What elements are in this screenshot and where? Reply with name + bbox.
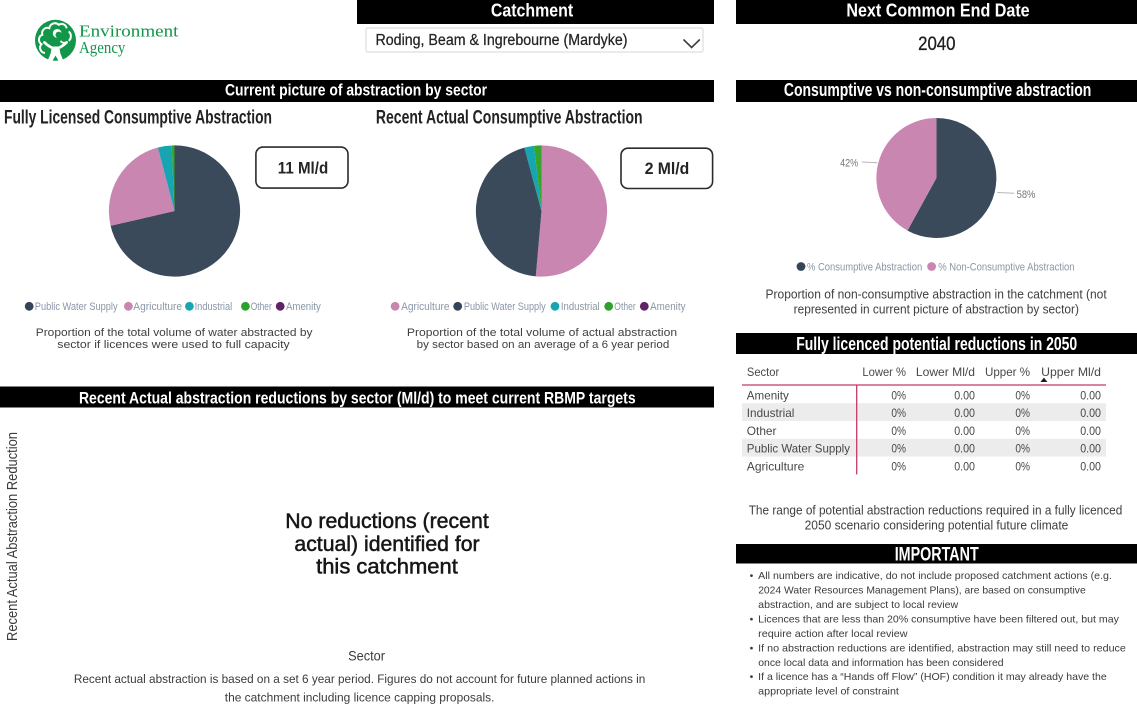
svg-text:Proportion of the total volume: Proportion of the total volume of actual…	[407, 327, 677, 339]
svg-text:11 Ml/d: 11 Ml/d	[278, 160, 328, 178]
svg-text:2050 scenario considering pote: 2050 scenario considering potential futu…	[805, 518, 1069, 532]
svg-text:% Non-Consumptive Abstraction: % Non-Consumptive Abstraction	[938, 261, 1074, 273]
svg-text:Other: Other	[251, 301, 272, 313]
svg-text:Environment: Environment	[79, 22, 179, 41]
svg-text:Recent Actual abstraction redu: Recent Actual abstraction reductions by …	[79, 388, 636, 407]
svg-text:Upper Ml/d: Upper Ml/d	[1041, 365, 1101, 379]
svg-text:58%: 58%	[1017, 189, 1036, 201]
svg-text:Public Water Supply: Public Water Supply	[464, 301, 546, 313]
svg-text:2 Ml/d: 2 Ml/d	[645, 160, 690, 178]
svg-text:0.00: 0.00	[1080, 460, 1101, 474]
svg-text:0%: 0%	[1015, 406, 1030, 420]
svg-text:0.00: 0.00	[954, 424, 975, 438]
svg-text:abstraction, and are subject t: abstraction, and are subject to local re…	[758, 599, 958, 611]
svg-text:Upper %: Upper %	[985, 365, 1030, 379]
svg-text:Recent actual abstraction is b: Recent actual abstraction is based on a …	[74, 672, 646, 686]
svg-text:0%: 0%	[1015, 424, 1030, 438]
svg-text:Fully Licensed Consumptive Abs: Fully Licensed Consumptive Abstraction	[4, 107, 272, 128]
svg-text:Licences that are less than 20: Licences that are less than 20% consumpt…	[758, 614, 1119, 626]
svg-text:Recent Actual Consumptive Abst: Recent Actual Consumptive Abstraction	[376, 107, 643, 128]
svg-text:0%: 0%	[1015, 460, 1030, 474]
svg-text:Agency: Agency	[79, 38, 126, 57]
svg-text:Roding, Beam & Ingrebourne (Ma: Roding, Beam & Ingrebourne (Mardyke)	[376, 32, 628, 49]
svg-text:Other: Other	[614, 301, 636, 313]
svg-text:require action after local rev: require action after local review	[758, 628, 908, 640]
svg-text:Industrial: Industrial	[195, 301, 233, 313]
svg-text:0%: 0%	[891, 388, 906, 402]
svg-text:0.00: 0.00	[954, 442, 975, 456]
svg-text:this catchment: this catchment	[316, 556, 458, 579]
svg-text:Public Water Supply: Public Water Supply	[747, 442, 850, 456]
svg-text:Consumptive vs non-consumptive: Consumptive vs non-consumptive abstracti…	[784, 80, 1091, 100]
svg-text:% Consumptive Abstraction: % Consumptive Abstraction	[807, 261, 922, 273]
svg-text:0.00: 0.00	[1080, 442, 1101, 456]
svg-text:If no abstraction reductions a: If no abstraction reductions are identif…	[758, 642, 1126, 654]
svg-text:Amenity: Amenity	[747, 388, 789, 402]
svg-text:by sector based on an average: by sector based on an average of a 6 yea…	[417, 339, 670, 351]
svg-text:No reductions (recent: No reductions (recent	[285, 510, 489, 533]
svg-text:once local data and informatio: once local data and information has been…	[758, 657, 1004, 669]
svg-text:Next Common End Date: Next Common End Date	[846, 1, 1029, 21]
svg-text:Public Water Supply: Public Water Supply	[35, 301, 118, 313]
svg-text:0.00: 0.00	[1080, 406, 1101, 420]
svg-text:•: •	[750, 642, 754, 654]
svg-text:•: •	[750, 671, 754, 683]
svg-text:The range of potential abstrac: The range of potential abstraction reduc…	[749, 503, 1123, 517]
svg-text:Other: Other	[747, 424, 777, 438]
svg-text:•: •	[750, 614, 754, 626]
svg-text:If a licence has a “Hands off: If a licence has a “Hands off Flow” (HOF…	[758, 671, 1107, 683]
svg-text:Agriculture: Agriculture	[747, 460, 805, 474]
svg-text:IMPORTANT: IMPORTANT	[895, 544, 979, 565]
svg-text:Current picture of abstraction: Current picture of abstraction by sector	[225, 81, 487, 100]
svg-text:Amenity: Amenity	[286, 301, 321, 313]
svg-text:0%: 0%	[1015, 388, 1030, 402]
svg-text:42%: 42%	[840, 157, 858, 169]
svg-text:Agriculture: Agriculture	[133, 301, 182, 313]
svg-text:•: •	[750, 570, 754, 582]
svg-text:All numbers are indicative, do: All numbers are indicative, do not inclu…	[758, 570, 1112, 582]
svg-text:Sector: Sector	[747, 365, 779, 379]
svg-text:0%: 0%	[891, 424, 906, 438]
svg-text:0%: 0%	[891, 442, 906, 456]
svg-text:0%: 0%	[1015, 442, 1030, 456]
svg-text:2040: 2040	[918, 34, 955, 55]
svg-text:Lower Ml/d: Lower Ml/d	[916, 365, 975, 379]
svg-text:0.00: 0.00	[1080, 388, 1101, 402]
svg-text:0.00: 0.00	[954, 406, 975, 420]
svg-text:Sector: Sector	[348, 647, 385, 663]
svg-text:0.00: 0.00	[954, 388, 975, 402]
svg-text:appropriate level of constrain: appropriate level of constraint	[758, 686, 899, 698]
svg-text:Industrial: Industrial	[561, 301, 600, 313]
svg-text:Agriculture: Agriculture	[401, 301, 449, 313]
svg-text:Industrial: Industrial	[747, 406, 795, 420]
svg-text:0.00: 0.00	[1080, 424, 1101, 438]
svg-text:Proportion of non-consumptive: Proportion of non-consumptive abstractio…	[766, 288, 1108, 302]
svg-text:Lower %: Lower %	[862, 365, 906, 379]
svg-text:0%: 0%	[891, 406, 906, 420]
svg-text:the catchment including licenc: the catchment including licence capping …	[225, 691, 495, 705]
svg-text:represented in current picture: represented in current picture of abstra…	[794, 303, 1079, 317]
svg-text:actual) identified for: actual) identified for	[294, 533, 479, 556]
svg-text:sector if licences were used t: sector if licences were used to full cap…	[57, 339, 290, 351]
svg-text:0%: 0%	[891, 460, 906, 474]
svg-text:Fully licenced potential reduc: Fully licenced potential reductions in 2…	[796, 333, 1077, 354]
svg-text:Proportion of the total volume: Proportion of the total volume of water …	[36, 327, 313, 339]
svg-text:2024 Water Resources Managemen: 2024 Water Resources Management Plans), …	[758, 585, 1086, 597]
svg-text:0.00: 0.00	[954, 460, 975, 474]
svg-text:Recent Actual Abstraction Redu: Recent Actual Abstraction Reduction	[5, 432, 21, 641]
svg-text:Catchment: Catchment	[491, 1, 573, 21]
svg-text:Amenity: Amenity	[650, 301, 686, 313]
